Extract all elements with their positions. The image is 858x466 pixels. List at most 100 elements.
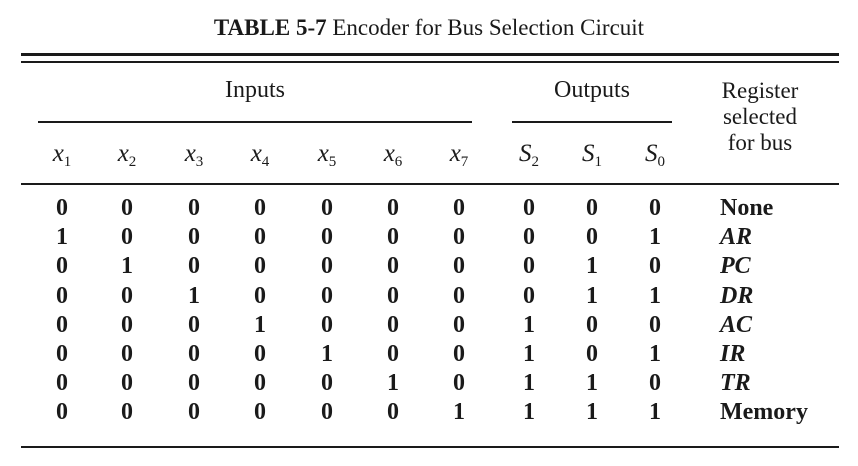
table-cell: 0 <box>56 311 68 338</box>
table-cell: 0 <box>586 311 598 338</box>
table-cell: 0 <box>254 370 266 397</box>
table-cell: 0 <box>649 311 661 338</box>
outputs-group-header: Outputs <box>553 77 630 103</box>
column-header-letter: S <box>645 140 658 167</box>
table-cell: 1 <box>321 340 333 367</box>
table-cell: 0 <box>453 370 465 397</box>
column-header-s0: S0 <box>627 140 683 170</box>
table-cell: 1 <box>254 311 266 338</box>
table-row: 0 0 0 0 0 0 1 1 1 1 Memory <box>0 398 858 427</box>
table-cell: 0 <box>188 224 200 251</box>
column-header-subscript: 5 <box>328 154 337 170</box>
table-cell: 0 <box>649 195 661 221</box>
register-header-line: selected <box>722 104 798 129</box>
register-cell: TR <box>720 370 751 397</box>
column-header-subscript: 6 <box>394 154 403 170</box>
column-header-subscript: 2 <box>531 154 540 170</box>
table-cell: 0 <box>387 224 399 251</box>
table-title: Encoder for Bus Selection Circuit <box>332 15 645 40</box>
table-cell: 0 <box>254 253 266 280</box>
table-cell: 0 <box>586 224 598 251</box>
column-header-x4: x4 <box>232 140 288 170</box>
table-cell: 0 <box>56 195 68 221</box>
table-cell: 0 <box>56 253 68 280</box>
top-rule-thin <box>21 61 839 63</box>
table-cell: 1 <box>523 340 535 367</box>
table-cell: 1 <box>523 311 535 338</box>
table-cell: 0 <box>121 195 133 221</box>
column-header-x7: x7 <box>431 140 487 170</box>
column-header-subscript: 7 <box>460 154 469 170</box>
table-cell: 0 <box>649 370 661 397</box>
column-header-s2: S2 <box>501 140 557 170</box>
column-header-subscript: 1 <box>594 154 603 170</box>
table-row: 1 0 0 0 0 0 0 0 0 1 AR <box>0 223 858 252</box>
table-cell: 0 <box>453 340 465 367</box>
bottom-rule <box>21 446 839 448</box>
register-column-header: Register selected for bus <box>690 78 830 156</box>
table-number: TABLE 5-7 <box>213 15 327 40</box>
table-cell: 1 <box>523 399 535 426</box>
table-cell: 1 <box>649 399 661 426</box>
column-header-x1: x1 <box>34 140 90 170</box>
table-cell: 0 <box>453 195 465 221</box>
outputs-group-rule <box>512 121 672 123</box>
table-cell: 1 <box>56 224 68 251</box>
register-header-line: for bus <box>727 130 793 155</box>
table-caption: TABLE 5-7 Encoder for Bus Selection Circ… <box>0 14 858 42</box>
table-body: 0 0 0 0 0 0 0 0 0 0 None 1 0 0 0 0 0 0 0 0 1 AR 0 1 0 0 0 0 0 0 1 0 PC 0 0… <box>0 194 858 428</box>
table-cell: 0 <box>586 340 598 367</box>
inputs-group-header: Inputs <box>225 77 285 103</box>
table-cell: 1 <box>121 253 133 280</box>
register-cell: AR <box>720 224 753 251</box>
table-cell: 0 <box>56 370 68 397</box>
register-cell: AC <box>720 311 753 338</box>
register-cell: None <box>720 195 774 221</box>
table-cell: 0 <box>321 195 333 221</box>
table-cell: 0 <box>188 399 200 426</box>
table-cell: 1 <box>649 282 661 309</box>
table-cell: 0 <box>254 340 266 367</box>
table-cell: 0 <box>523 282 535 309</box>
table-row: 0 0 0 0 0 1 0 1 1 0 TR <box>0 369 858 398</box>
column-header-s1: S1 <box>564 140 620 170</box>
column-header-letter: x <box>184 140 196 167</box>
table-cell: 0 <box>453 253 465 280</box>
table-cell: 0 <box>121 224 133 251</box>
table-cell: 0 <box>321 399 333 426</box>
column-header-subscript: 4 <box>261 154 270 170</box>
table-cell: 0 <box>453 224 465 251</box>
table-cell: 1 <box>649 224 661 251</box>
table-row: 0 1 0 0 0 0 0 0 1 0 PC <box>0 252 858 281</box>
table-row: 0 0 0 0 1 0 0 1 0 1 IR <box>0 340 858 369</box>
table-row: 0 0 0 1 0 0 0 1 0 0 AC <box>0 311 858 340</box>
column-header-letter: S <box>519 140 532 167</box>
column-header-letter: S <box>582 140 595 167</box>
table-cell: 0 <box>254 195 266 221</box>
table-cell: 0 <box>56 340 68 367</box>
column-header-letter: x <box>449 140 461 167</box>
register-cell: PC <box>720 253 751 280</box>
column-header-letter: x <box>250 140 262 167</box>
table-cell: 1 <box>586 399 598 426</box>
top-rule-thick <box>21 53 839 56</box>
table-cell: 0 <box>321 253 333 280</box>
column-header-x3: x3 <box>166 140 222 170</box>
table-cell: 0 <box>188 340 200 367</box>
register-header-line: Register <box>721 78 799 103</box>
table-cell: 0 <box>387 311 399 338</box>
table-cell: 1 <box>649 340 661 367</box>
column-header-subscript: 0 <box>657 154 666 170</box>
table-cell: 0 <box>387 253 399 280</box>
table-cell: 1 <box>586 282 598 309</box>
table-cell: 0 <box>387 195 399 221</box>
register-cell: Memory <box>720 399 808 426</box>
table-cell: 0 <box>453 311 465 338</box>
column-header-x5: x5 <box>299 140 355 170</box>
table-cell: 1 <box>523 370 535 397</box>
column-header-subscript: 1 <box>63 154 72 170</box>
table-cell: 0 <box>321 370 333 397</box>
table-cell: 0 <box>121 340 133 367</box>
table-cell: 0 <box>121 311 133 338</box>
